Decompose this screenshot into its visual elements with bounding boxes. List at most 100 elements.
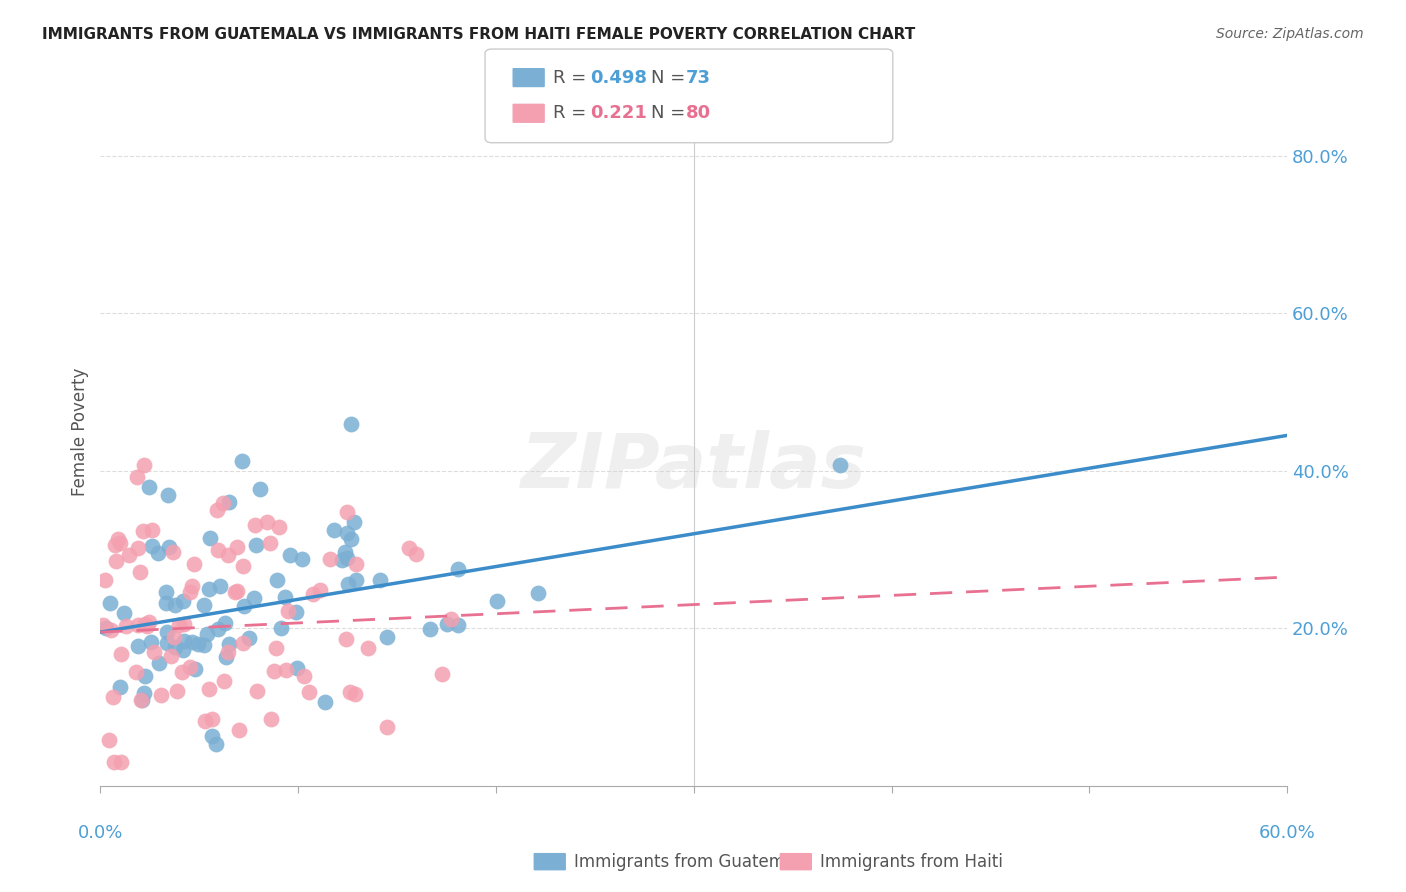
Point xyxy=(224,584,246,599)
Point xyxy=(172,643,194,657)
Point xyxy=(134,616,156,631)
Point xyxy=(172,594,194,608)
Point xyxy=(155,585,177,599)
Point xyxy=(228,723,250,737)
Point xyxy=(198,582,221,596)
Point xyxy=(156,625,179,640)
Point xyxy=(103,538,125,552)
Text: R =: R = xyxy=(553,104,586,122)
Point xyxy=(245,538,267,552)
Point xyxy=(214,674,236,689)
Point xyxy=(405,547,427,561)
Point xyxy=(337,577,360,591)
Point xyxy=(269,520,291,534)
Point xyxy=(278,548,301,562)
Point xyxy=(527,586,550,600)
Point xyxy=(97,733,120,747)
Point xyxy=(184,662,207,676)
Point xyxy=(127,469,149,483)
Point xyxy=(256,516,278,530)
Point xyxy=(193,638,215,652)
Point xyxy=(419,622,441,636)
Point xyxy=(173,634,195,648)
Point xyxy=(162,545,184,559)
Point xyxy=(339,685,361,699)
Point xyxy=(308,582,330,597)
Point xyxy=(217,549,239,563)
Point xyxy=(195,627,218,641)
Point xyxy=(343,516,366,530)
Point xyxy=(108,535,131,549)
Point xyxy=(156,636,179,650)
Text: Source: ZipAtlas.com: Source: ZipAtlas.com xyxy=(1216,27,1364,41)
Point xyxy=(298,685,321,699)
Point xyxy=(181,579,204,593)
Point xyxy=(238,631,260,645)
Point xyxy=(266,573,288,587)
Point xyxy=(194,714,217,729)
Point xyxy=(368,573,391,587)
Point xyxy=(830,458,852,473)
Point xyxy=(103,755,125,769)
Point xyxy=(333,545,356,559)
Point xyxy=(204,737,226,751)
Point xyxy=(201,729,224,743)
Point xyxy=(114,607,136,621)
Point xyxy=(125,665,148,679)
Point xyxy=(127,640,149,654)
Point xyxy=(156,488,179,502)
Point xyxy=(183,557,205,571)
Point xyxy=(259,536,281,550)
Point xyxy=(129,693,152,707)
Point xyxy=(104,554,127,568)
Point xyxy=(214,616,236,631)
Point xyxy=(225,540,247,554)
Point xyxy=(132,524,155,538)
Point xyxy=(232,599,254,613)
Point xyxy=(173,616,195,631)
Point xyxy=(212,496,235,510)
Point xyxy=(340,417,363,432)
Point xyxy=(148,546,170,560)
Point xyxy=(198,682,221,697)
Point xyxy=(218,494,240,508)
Point xyxy=(319,552,342,566)
Point xyxy=(141,523,163,537)
Point xyxy=(193,598,215,612)
Point xyxy=(226,583,249,598)
Point xyxy=(447,562,470,576)
Point xyxy=(340,532,363,546)
Text: 0.221: 0.221 xyxy=(591,104,647,122)
Point xyxy=(138,615,160,630)
Point xyxy=(172,665,194,680)
Point xyxy=(107,532,129,546)
Point xyxy=(264,640,287,655)
Point xyxy=(150,688,173,702)
Text: 60.0%: 60.0% xyxy=(1258,824,1316,842)
Point xyxy=(447,618,470,632)
Point xyxy=(165,640,187,655)
Point xyxy=(207,622,229,636)
Point xyxy=(132,458,155,473)
Point xyxy=(127,617,149,632)
Point xyxy=(302,587,325,601)
Point xyxy=(375,720,398,734)
Point xyxy=(332,553,354,567)
Point xyxy=(274,664,297,678)
Point xyxy=(118,548,141,562)
Point xyxy=(291,552,314,566)
Point xyxy=(343,687,366,701)
Point xyxy=(94,622,117,636)
Point xyxy=(486,593,509,607)
Point xyxy=(207,543,229,558)
Point xyxy=(243,518,266,533)
Text: 73: 73 xyxy=(686,69,711,87)
Point xyxy=(134,669,156,683)
Point xyxy=(198,531,221,545)
Point xyxy=(155,596,177,610)
Point xyxy=(440,612,463,626)
Point xyxy=(292,669,315,683)
Point xyxy=(91,618,114,632)
Point xyxy=(94,573,117,587)
Point xyxy=(179,660,201,674)
